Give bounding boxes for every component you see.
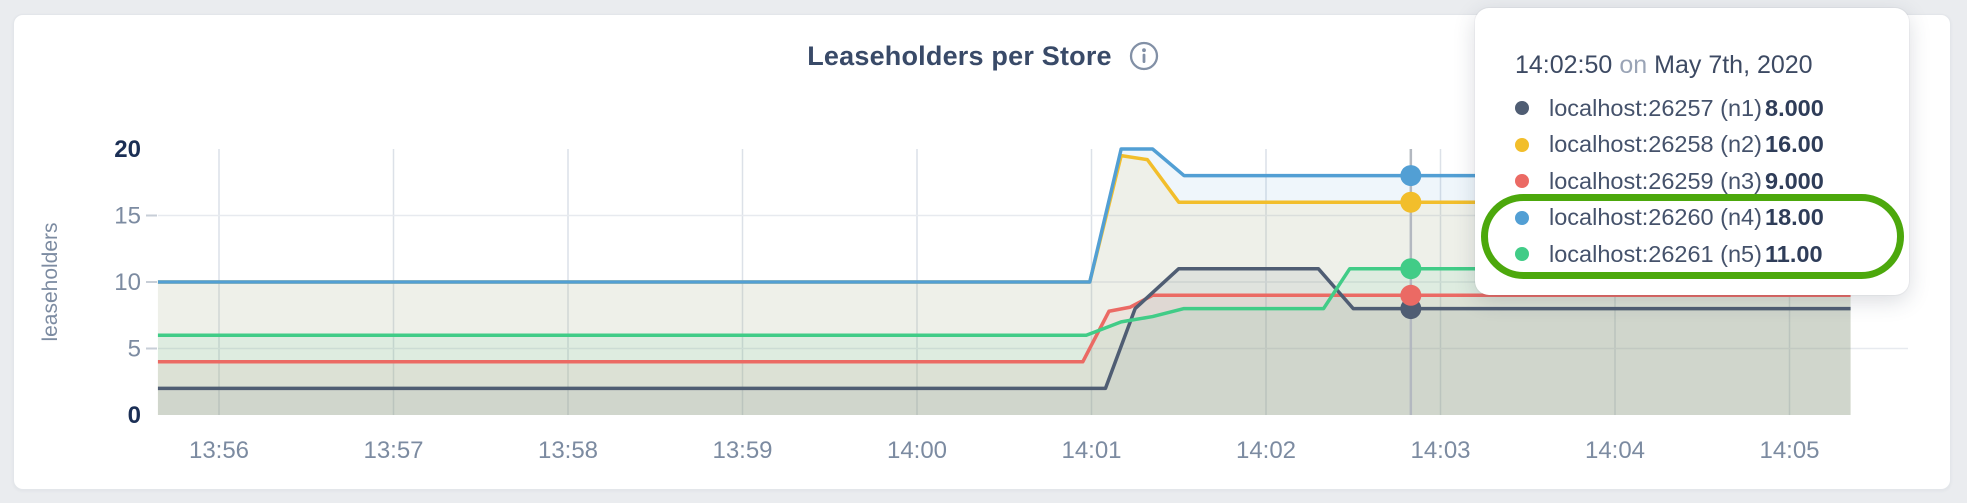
series-value: 8.000 [1765,94,1824,121]
series-value: 9.000 [1765,167,1824,194]
series-dot-icon [1515,137,1529,152]
tooltip-row: localhost:26258 (n2) 16.00 [1515,127,1883,164]
tooltip-conjunction: on [1619,51,1648,79]
tooltip-row: localhost:26257 (n1) 8.000 [1515,90,1883,127]
series-label: localhost:26257 (n1) [1549,94,1762,121]
series-label: localhost:26259 (n3) [1549,167,1762,194]
series-value: 16.00 [1765,131,1824,158]
tooltip-date: May 7th, 2020 [1654,51,1813,79]
info-icon-glyph [1129,41,1158,71]
series-label: localhost:26258 (n2) [1549,131,1762,158]
tooltip-time: 14:02:50 [1515,51,1613,79]
info-icon[interactable] [1128,40,1160,72]
highlight-annotation [1481,194,1904,279]
chart-title: Leaseholders per Store [807,40,1112,71]
tooltip-timestamp: 14:02:50 on May 7th, 2020 [1515,48,1883,82]
chart-header: Leaseholders per Store [0,40,1967,72]
series-dot-icon [1515,101,1529,116]
series-dot-icon [1515,174,1529,189]
